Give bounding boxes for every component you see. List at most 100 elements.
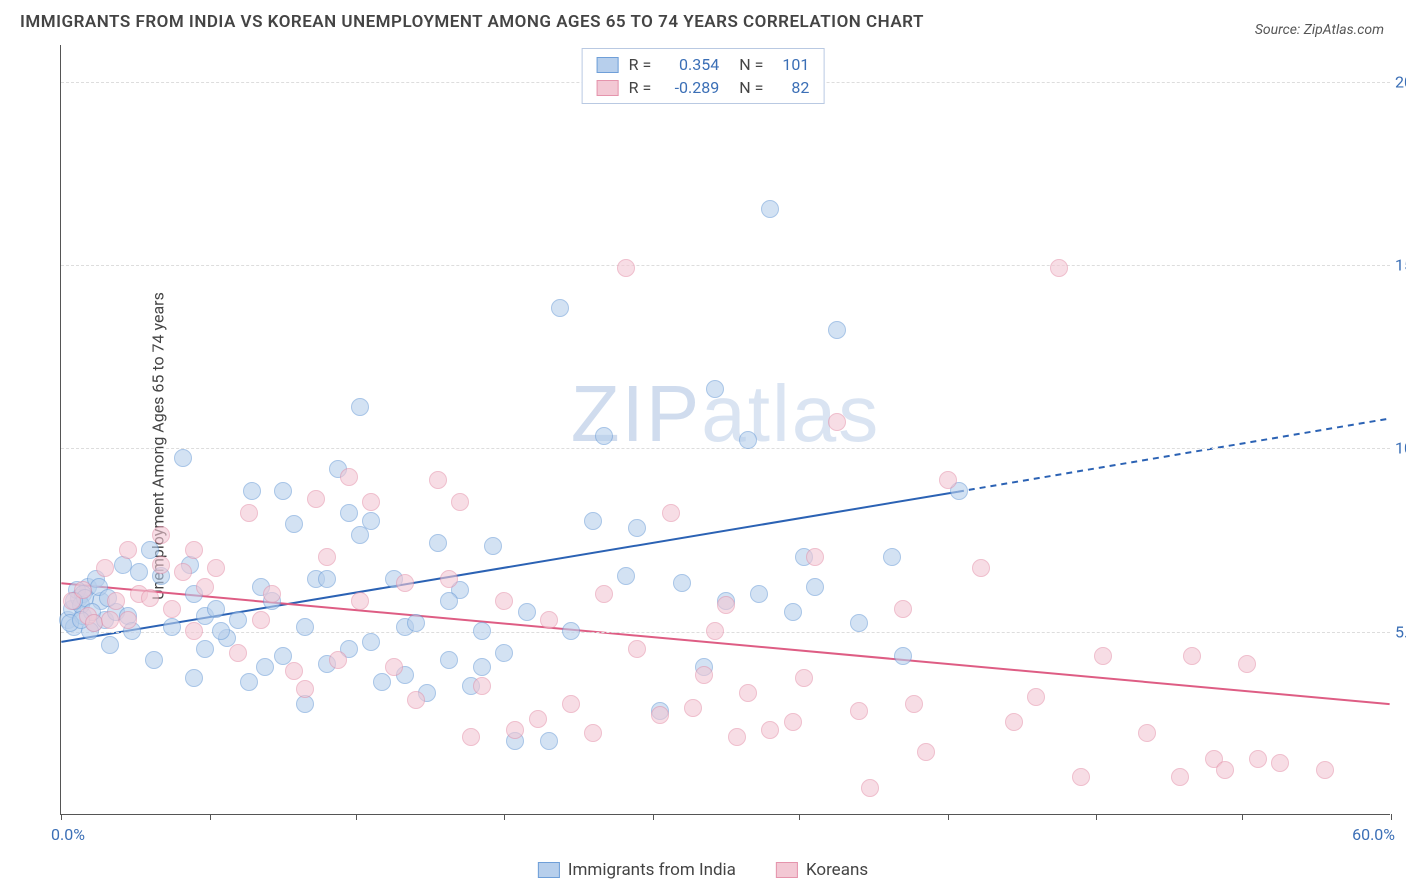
data-point xyxy=(717,596,735,614)
correlation-legend: R =0.354N =101R =-0.289N =82 xyxy=(582,48,825,104)
y-tick-label: 10.0% xyxy=(1395,439,1406,458)
data-point xyxy=(905,695,923,713)
data-point xyxy=(562,622,580,640)
data-point xyxy=(529,710,547,728)
data-point xyxy=(972,559,990,577)
x-tick xyxy=(1096,814,1097,820)
y-tick-label: 15.0% xyxy=(1395,256,1406,275)
gridline xyxy=(61,632,1390,633)
data-point xyxy=(385,658,403,676)
gridline xyxy=(61,448,1390,449)
data-point xyxy=(1050,259,1068,277)
data-point xyxy=(761,721,779,739)
data-point xyxy=(274,482,292,500)
data-point xyxy=(307,490,325,508)
data-point xyxy=(706,622,724,640)
y-tick-label: 20.0% xyxy=(1395,72,1406,91)
data-point xyxy=(207,600,225,618)
data-point xyxy=(651,706,669,724)
data-point xyxy=(351,592,369,610)
data-point xyxy=(74,581,92,599)
data-point xyxy=(351,526,369,544)
data-point xyxy=(473,658,491,676)
data-point xyxy=(883,548,901,566)
data-point xyxy=(1094,647,1112,665)
data-point xyxy=(828,413,846,431)
data-point xyxy=(540,611,558,629)
data-point xyxy=(318,548,336,566)
data-point xyxy=(1171,768,1189,786)
data-point xyxy=(196,578,214,596)
legend-n-value: 82 xyxy=(773,78,809,97)
data-point xyxy=(429,471,447,489)
data-point xyxy=(894,647,912,665)
data-point xyxy=(340,468,358,486)
x-axis-max-label: 60.0% xyxy=(1352,825,1395,844)
legend-r-value: -0.289 xyxy=(661,78,719,97)
data-point xyxy=(185,622,203,640)
data-point xyxy=(462,728,480,746)
data-point xyxy=(1005,713,1023,731)
data-point xyxy=(256,658,274,676)
data-point xyxy=(207,559,225,577)
data-point xyxy=(1183,647,1201,665)
data-point xyxy=(806,578,824,596)
legend-r-label: R = xyxy=(629,78,652,97)
data-point xyxy=(119,541,137,559)
data-point xyxy=(152,556,170,574)
data-point xyxy=(296,618,314,636)
data-point xyxy=(739,684,757,702)
data-point xyxy=(750,585,768,603)
data-point xyxy=(373,673,391,691)
data-point xyxy=(540,732,558,750)
x-tick xyxy=(948,814,949,820)
data-point xyxy=(1271,754,1289,772)
data-point xyxy=(396,574,414,592)
data-point xyxy=(141,589,159,607)
data-point xyxy=(174,449,192,467)
data-point xyxy=(229,644,247,662)
data-point xyxy=(429,534,447,552)
data-point xyxy=(1138,724,1156,742)
data-point xyxy=(695,666,713,684)
data-point xyxy=(351,398,369,416)
data-point xyxy=(706,380,724,398)
data-point xyxy=(506,721,524,739)
legend-swatch xyxy=(597,57,619,73)
data-point xyxy=(761,200,779,218)
data-point xyxy=(1072,768,1090,786)
data-point xyxy=(662,504,680,522)
data-point xyxy=(152,526,170,544)
data-point xyxy=(728,728,746,746)
data-point xyxy=(595,427,613,445)
legend-row: R =-0.289N =82 xyxy=(597,76,810,99)
data-point xyxy=(806,548,824,566)
data-point xyxy=(473,622,491,640)
x-tick xyxy=(799,814,800,820)
data-point xyxy=(440,651,458,669)
data-point xyxy=(318,570,336,588)
data-point xyxy=(861,779,879,797)
data-point xyxy=(96,559,114,577)
data-point xyxy=(1238,655,1256,673)
data-point xyxy=(130,563,148,581)
data-point xyxy=(174,563,192,581)
data-point xyxy=(617,259,635,277)
source-attribution: Source: ZipAtlas.com xyxy=(1255,22,1384,38)
data-point xyxy=(917,743,935,761)
x-tick xyxy=(1242,814,1243,820)
data-point xyxy=(101,636,119,654)
data-point xyxy=(484,537,502,555)
data-point xyxy=(407,691,425,709)
data-point xyxy=(784,713,802,731)
data-point xyxy=(163,600,181,618)
legend-swatch xyxy=(776,862,798,878)
data-point xyxy=(329,651,347,669)
x-axis-min-label: 0.0% xyxy=(51,825,85,844)
legend-item: Koreans xyxy=(776,860,868,880)
data-point xyxy=(185,669,203,687)
x-tick xyxy=(1391,814,1392,820)
data-point xyxy=(212,622,230,640)
legend-label: Immigrants from India xyxy=(568,860,736,880)
data-point xyxy=(595,585,613,603)
